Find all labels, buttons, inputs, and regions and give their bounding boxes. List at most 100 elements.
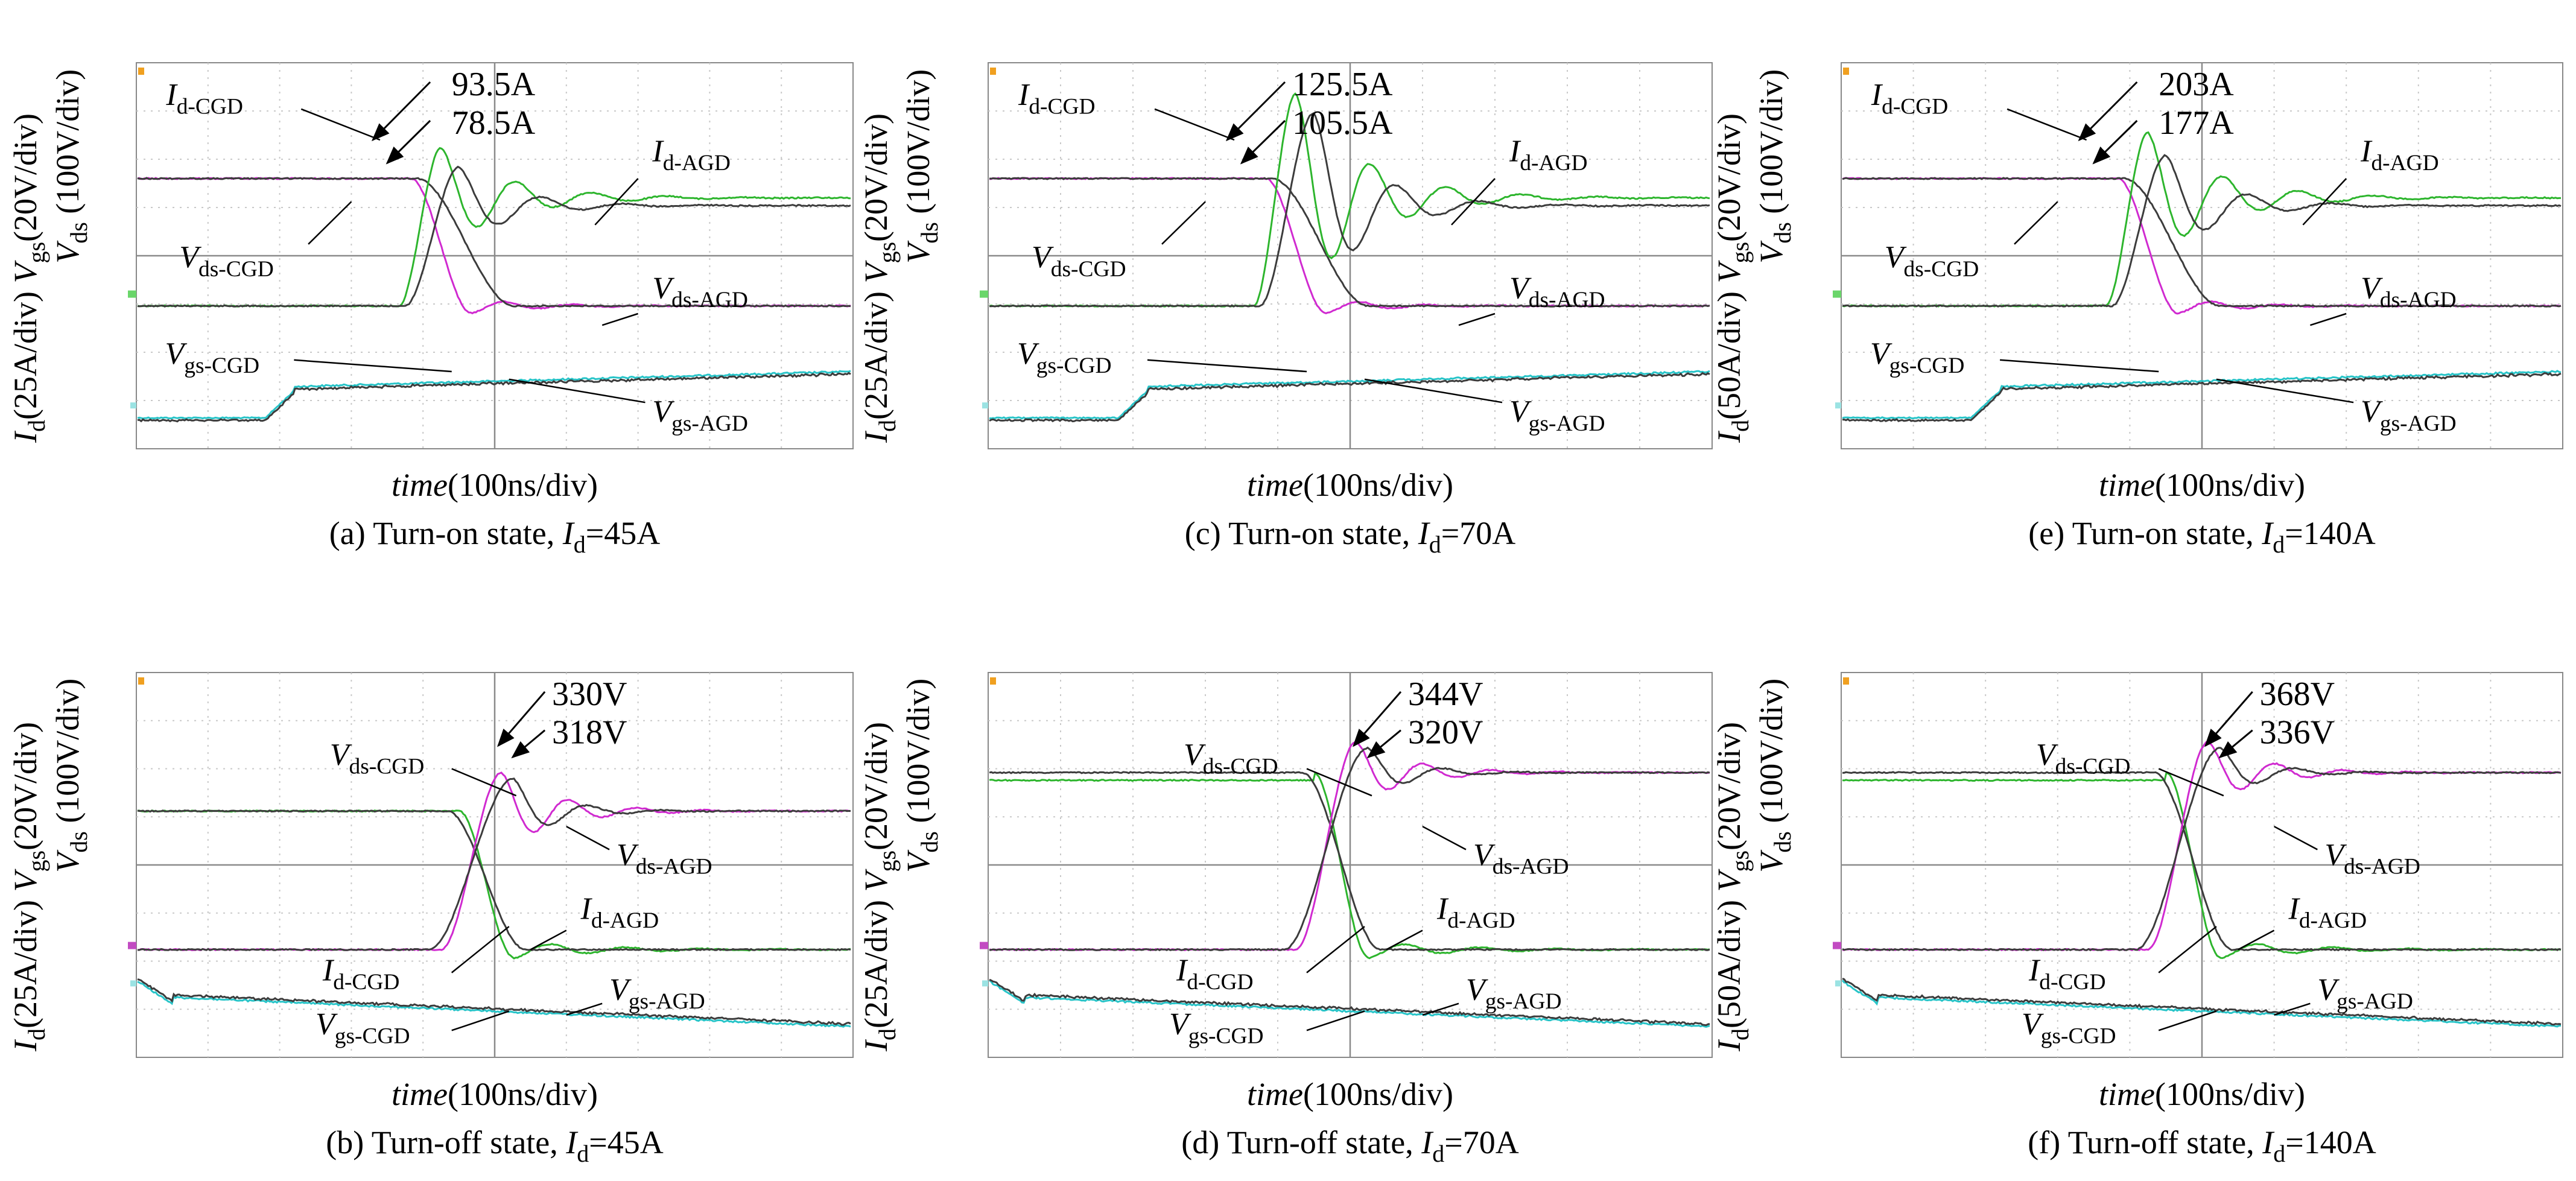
label-trace-4-main: I xyxy=(322,953,335,987)
y-label-space xyxy=(1711,892,1747,901)
y-label-vgs-sub: gs xyxy=(1727,242,1754,264)
y-label-vgs-sub: gs xyxy=(874,242,901,264)
label-trace-3-sub: d-AGD xyxy=(2371,151,2438,176)
y-label-id-sub: d xyxy=(874,1028,901,1040)
x-label-unit: (100ns/div) xyxy=(2155,1076,2305,1112)
y-label-id: I xyxy=(858,430,894,443)
label-trace-6-leader xyxy=(451,1010,510,1031)
label-trace-1: Vds-CGD xyxy=(330,738,425,779)
x-label-time: time xyxy=(392,1076,448,1112)
y-label-vds: V xyxy=(49,849,86,873)
caption-suffix: =140A xyxy=(2285,515,2375,551)
label-trace-2: Vds-CGD xyxy=(1885,240,1979,282)
traces xyxy=(989,92,1710,423)
y-label-id: I xyxy=(7,1039,43,1052)
y-label-space xyxy=(858,892,894,901)
y-axis-vds-label: Vds (100V/div) xyxy=(1753,679,1796,873)
label-trace-4-sub: d-CGD xyxy=(1187,970,1253,995)
y-axis-id-vgs: Id(25A/div) Vgs(20V/div) xyxy=(7,722,50,1052)
trace-vgs-agd xyxy=(137,978,851,1026)
label-trace-4: Vds-AGD xyxy=(652,271,748,312)
label-trace-1-leader xyxy=(2158,768,2224,797)
label-trace-1: Vds-CGD xyxy=(2036,738,2131,779)
caption-sub: d xyxy=(577,1140,589,1167)
label-trace-3-main: I xyxy=(2288,891,2301,926)
label-trace-6: Vgs-CGD xyxy=(2022,1007,2116,1049)
y-label-vds-unit: (100V/div) xyxy=(49,679,86,831)
x-label-time: time xyxy=(2099,1076,2155,1112)
y-label-id: I xyxy=(1711,430,1747,443)
label-trace-6-main: V xyxy=(316,1007,338,1042)
x-label-time: time xyxy=(1247,467,1303,503)
panel-caption: (b) Turn-off state, Id=45A xyxy=(326,1124,663,1167)
label-trace-5-main: V xyxy=(2317,972,2340,1007)
label-trace-6-main: V xyxy=(2022,1007,2044,1042)
panel-caption: (e) Turn-on state, Id=140A xyxy=(2028,515,2375,558)
y-label-id-scale: (25A/div) xyxy=(7,291,43,420)
y-label-vgs-unit: (20V/div) xyxy=(1711,722,1747,850)
panel-caption: (d) Turn-off state, Id=70A xyxy=(1181,1124,1518,1167)
label-trace-6-leader xyxy=(509,378,646,404)
label-trace-1: Vds-CGD xyxy=(1184,738,1278,779)
label-trace-1: Id-CGD xyxy=(165,78,243,119)
peak-label-1: 203A xyxy=(2159,66,2234,103)
label-trace-1-main: V xyxy=(1184,738,1206,772)
label-trace-1-main: I xyxy=(1018,78,1030,112)
trace-labels: Id-CGDVds-CGDId-AGDVds-AGDVgs-CGDVgs-AGD… xyxy=(1017,66,1605,436)
label-trace-2-main: V xyxy=(1032,240,1054,274)
peak-label-2: 320V xyxy=(1408,714,1483,752)
y-label-space xyxy=(7,283,43,292)
y-axis-id-vgs: Id(25A/div) Vgs(20V/div) xyxy=(858,722,901,1052)
y-axis-labels: Id(50A/div) Vgs(20V/div) xyxy=(1711,113,1754,443)
peak-label-1: 344V xyxy=(1408,676,1483,713)
label-trace-6-main: V xyxy=(1169,1007,1191,1042)
label-trace-1-main: V xyxy=(330,738,352,772)
label-trace-3: Id-AGD xyxy=(652,135,731,176)
y-axis-vds-label: Vds (100V/div) xyxy=(49,69,92,264)
label-trace-3-main: I xyxy=(2360,135,2373,169)
peak-arrow-2 xyxy=(2092,119,2138,165)
label-trace-2-sub: ds-CGD xyxy=(198,257,274,282)
y-axis-labels: Id(25A/div) Vgs(20V/div) xyxy=(7,722,50,1052)
x-label-unit: (100ns/div) xyxy=(448,1076,598,1112)
label-trace-5: Vgs-AGD xyxy=(1466,972,1562,1014)
label-trace-6-sub: gs-CGD xyxy=(1188,1024,1264,1048)
label-trace-6-main: V xyxy=(1509,394,1532,429)
label-trace-6: Vgs-AGD xyxy=(2361,394,2457,436)
panel-a: Id(25A/div) Vgs(20V/div)Vds (100V/div)ti… xyxy=(7,62,854,558)
panel-caption: (f) Turn-off state, Id=140A xyxy=(2028,1124,2376,1167)
label-trace-3-leader xyxy=(594,178,639,226)
label-trace-2: Vds-AGD xyxy=(1473,838,1569,879)
label-trace-2-main: V xyxy=(1885,240,1907,274)
label-trace-4: Id-CGD xyxy=(2028,953,2106,995)
label-trace-3: Id-AGD xyxy=(2288,891,2367,933)
label-trace-4: Id-CGD xyxy=(1176,953,1254,995)
channel-marker-icon xyxy=(1835,980,1841,987)
label-trace-3-main: I xyxy=(652,135,664,169)
x-axis-label: time(100ns/div) xyxy=(1247,467,1453,503)
peak-arrow-2 xyxy=(1240,119,1286,165)
x-axis-label: time(100ns/div) xyxy=(2099,1076,2305,1112)
y-label-id: I xyxy=(1711,1039,1747,1052)
y-axis-vds-label: Vds (100V/div) xyxy=(900,679,943,873)
label-trace-5-main: V xyxy=(1870,337,1892,371)
label-trace-3-leader xyxy=(1451,178,1496,226)
channel-marker-icon xyxy=(1833,290,1841,298)
trigger-marker-icon xyxy=(990,677,996,685)
label-trace-3: Id-AGD xyxy=(1436,891,1515,933)
y-label-vds-unit: (100V/div) xyxy=(1753,69,1789,222)
panel-c: Id(25A/div) Vgs(20V/div)Vds (100V/div)ti… xyxy=(858,62,1713,558)
y-label-vgs-sub: gs xyxy=(23,242,50,264)
x-label-unit: (100ns/div) xyxy=(2155,467,2305,503)
panel-e: Id(50A/div) Vgs(20V/div)Vds (100V/div)ti… xyxy=(1711,62,2563,558)
label-trace-4-sub: d-CGD xyxy=(2039,970,2105,995)
peak-label-1: 368V xyxy=(2260,676,2335,713)
caption-suffix: =70A xyxy=(1444,1124,1518,1160)
trace-vds-agd xyxy=(1842,747,2562,952)
label-trace-2-sub: ds-AGD xyxy=(1493,855,1569,879)
y-label-id-scale: (50A/div) xyxy=(1711,900,1747,1028)
label-trace-4: Vds-AGD xyxy=(1509,271,1605,312)
peak-label-2: 177A xyxy=(2159,104,2234,142)
label-trace-4-leader xyxy=(1306,926,1365,974)
